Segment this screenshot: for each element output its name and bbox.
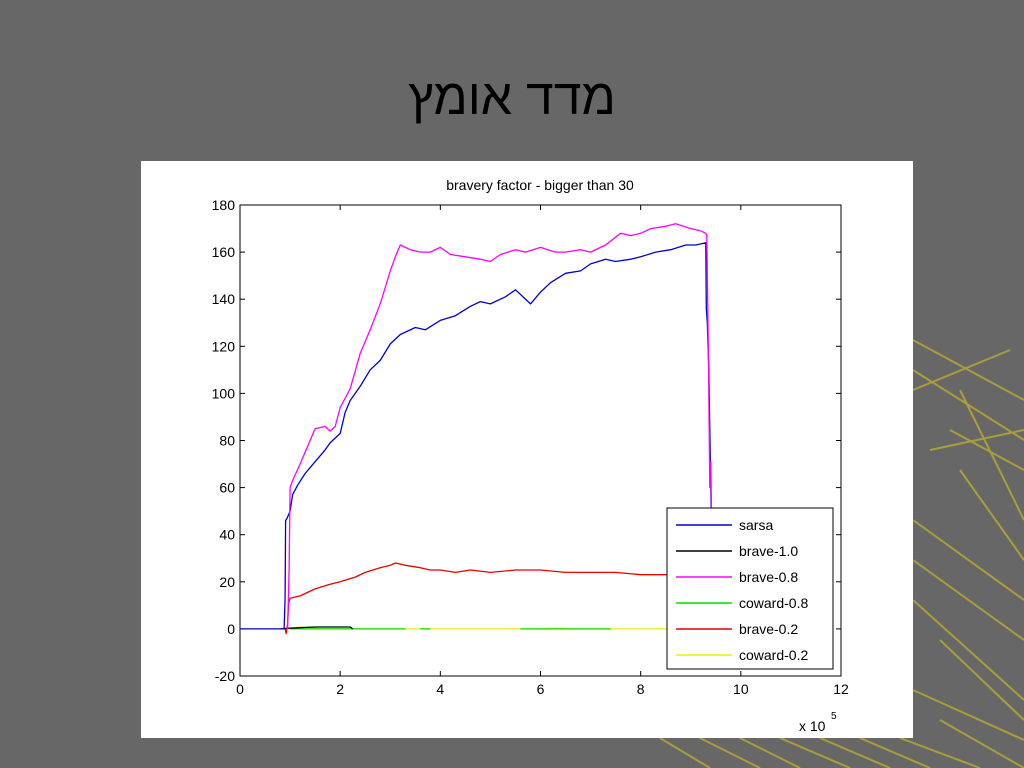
- legend: sarsa brave-1.0 brave-0.8 coward-0.8 brave-0…: [666, 507, 834, 670]
- series-line-sarsa: [240, 242, 791, 630]
- x-tick-label: 6: [537, 681, 545, 697]
- legend-label: coward-0.2: [739, 647, 808, 663]
- y-tick-label: 120: [212, 338, 236, 354]
- y-tick-label: -20: [215, 668, 235, 684]
- legend-label: brave-0.2: [739, 621, 798, 637]
- legend-box: [666, 507, 834, 670]
- y-tick-label: 20: [219, 574, 235, 590]
- chart-title: bravery factor - bigger than 30: [446, 177, 634, 193]
- y-tick-label: 0: [227, 621, 235, 637]
- x-tick-label: 2: [336, 681, 344, 697]
- y-tick-label: 160: [212, 244, 236, 260]
- series-line-brave-0.2: [284, 562, 671, 635]
- x-tick-label: 10: [733, 681, 749, 697]
- series-lines: [240, 223, 791, 635]
- y-tick-label: 100: [212, 385, 236, 401]
- line-chart: bravery factor - bigger than 30 0 2 4 6 8 10 1…: [212, 177, 849, 734]
- x-tick-label: 8: [637, 681, 645, 697]
- legend-label: coward-0.8: [739, 595, 808, 611]
- y-tick-label: 180: [212, 197, 236, 213]
- series-line-brave-0.8: [286, 223, 791, 630]
- y-tick-label: 80: [219, 433, 235, 449]
- legend-label: sarsa: [739, 517, 773, 533]
- x-tick-label: 4: [436, 681, 444, 697]
- x-multiplier-exponent: 5: [831, 711, 837, 722]
- legend-label: brave-1.0: [739, 543, 798, 559]
- y-tick-label: 60: [219, 480, 235, 496]
- x-tick-label: 12: [833, 681, 849, 697]
- x-tick-label: 0: [236, 681, 244, 697]
- x-multiplier: x 10 5: [799, 711, 837, 734]
- slide-title: מדד אומץ: [408, 69, 616, 125]
- chart-figure: bravery factor - bigger than 30 0 2 4 6 8 10 1…: [141, 161, 913, 738]
- y-tick-label: 140: [212, 291, 236, 307]
- y-tick-label: 40: [219, 527, 235, 543]
- legend-label: brave-0.8: [739, 569, 798, 585]
- x-multiplier-base: x 10: [799, 718, 826, 734]
